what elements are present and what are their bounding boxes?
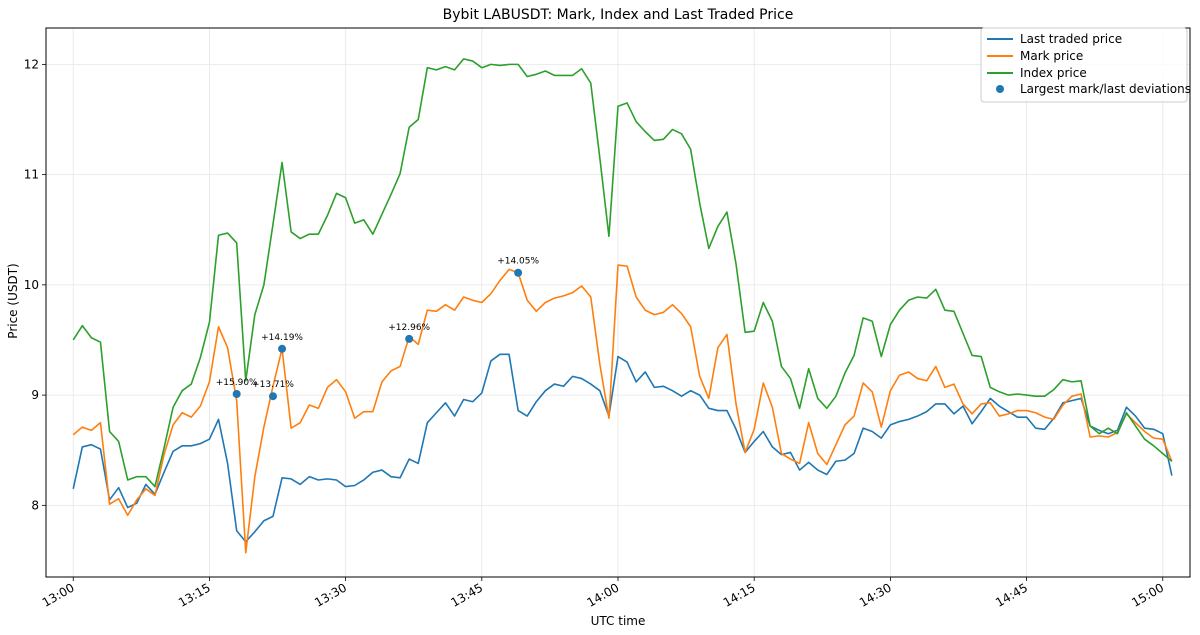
y-tick-label: 12 [24, 57, 39, 71]
legend-label-mark: Mark price [1020, 49, 1083, 63]
deviation-point [405, 334, 414, 343]
deviation-label: +14.19% [261, 333, 303, 343]
highlight-points-layer: +15.90%+13.71% +14.19% +12.96% +14.05% [216, 257, 540, 401]
legend-frame [980, 27, 1188, 103]
deviation-point [278, 344, 287, 353]
deviation-point [514, 268, 523, 277]
series-layer [72, 58, 1173, 554]
y-tick-label: 8 [31, 498, 39, 512]
y-axis-label: Price (USDT) [6, 263, 20, 338]
y-tick-label: 11 [24, 168, 39, 182]
legend-label-last: Last traded price [1020, 32, 1122, 46]
deviation-label: +15.90% [216, 378, 258, 388]
deviation-label: +14.05% [497, 257, 539, 267]
deviation-label: +12.96% [388, 323, 430, 333]
series-line-mark-price [72, 264, 1173, 554]
series-line-last-traded-price [72, 353, 1173, 543]
chart-title: Bybit LABUSDT: Mark, Index and Last Trad… [443, 7, 794, 23]
legend-label-index: Index price [1020, 66, 1087, 80]
grid-layer [46, 28, 1190, 577]
series-line-index-price [72, 58, 1173, 488]
x-axis-label: UTC time [591, 614, 646, 628]
y-tick-label: 9 [31, 388, 39, 402]
y-tick-label: 10 [24, 278, 39, 292]
legend-label-deviation: Largest mark/last deviations [1020, 82, 1191, 96]
legend: Last traded price Mark price Index price… [980, 27, 1191, 103]
legend-swatch-deviation [996, 85, 1004, 93]
deviation-label: +13.71% [252, 380, 294, 390]
deviation-point [232, 390, 241, 398]
deviation-point [268, 392, 277, 401]
